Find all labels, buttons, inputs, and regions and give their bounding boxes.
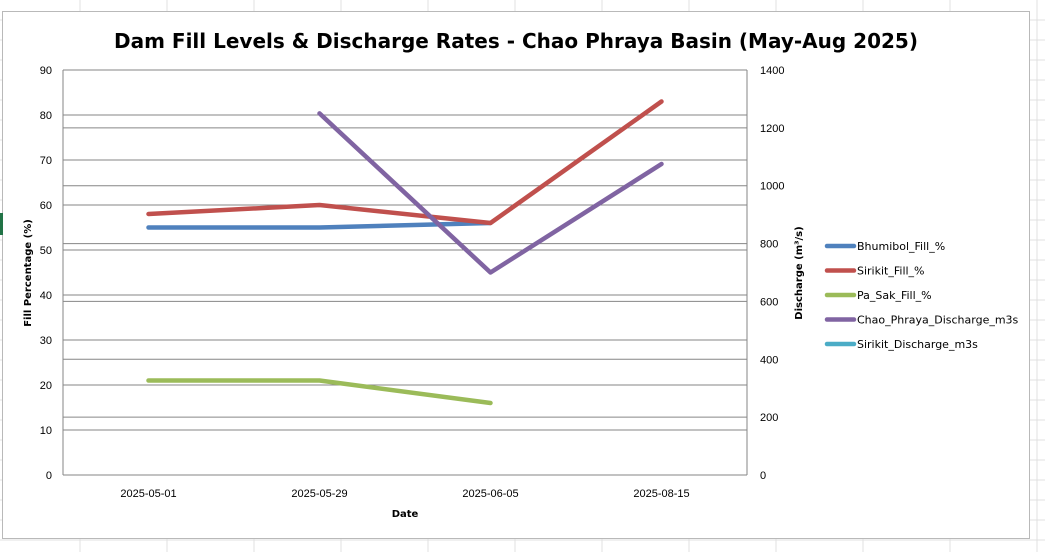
tick-labels: 0 10 20 30 40 50 60 70 80 90 0 200 400 600 800 1000 1200… [40,65,785,500]
y-tick-label: 70 [40,155,52,167]
y2-tick-label: 400 [760,354,778,366]
y2-tick-label: 1400 [760,65,784,77]
y2-tick-label: 1200 [760,123,784,135]
y2-tick-label: 800 [760,239,778,251]
legend-label: Sirikit_Discharge_m3s [857,338,978,351]
legend-label: Chao_Phraya_Discharge_m3s [857,314,1019,327]
x-tick-label: 2025-06-05 [462,488,518,500]
x-tick-label: 2025-05-01 [120,488,176,500]
y-axis-title: Fill Percentage (%) [23,219,34,327]
legend-label: Sirikit_Fill_% [857,265,925,278]
legend-label: Bhumibol_Fill_% [857,240,945,253]
series-line-0[interactable] [146,220,493,230]
y2-tick-label: 200 [760,412,778,424]
y2-tick-label: 0 [760,470,766,482]
series-lines [146,99,664,406]
y-tick-label: 40 [40,290,52,302]
selection-handle[interactable] [0,213,3,235]
x-axis-title: Date [392,509,419,520]
chart-area[interactable] [2,11,1030,539]
y-tick-label: 10 [40,425,52,437]
y2-axis-title: Discharge (m³/s) [794,226,805,319]
series-line-3[interactable] [317,111,664,275]
legend-label: Pa_Sak_Fill_% [857,289,932,302]
y2-tick-label: 600 [760,296,778,308]
series-line-2[interactable] [146,378,493,406]
y-tick-label: 30 [40,335,52,347]
chart-title: Dam Fill Levels & Discharge Rates - Chao… [114,29,918,53]
y-tick-label: 50 [40,245,52,257]
gridlines [63,69,747,476]
x-tick-label: 2025-08-15 [633,488,689,500]
y2-tick-label: 1000 [760,181,784,193]
axes [62,70,748,476]
legend[interactable]: Bhumibol_Fill_% Sirikit_Fill_% Pa_Sak_Fill… [824,240,1019,351]
series-line-1[interactable] [146,99,664,226]
y-tick-label: 20 [40,380,52,392]
y-tick-label: 60 [40,200,52,212]
y-tick-label: 0 [46,470,52,482]
y-tick-label: 80 [40,110,52,122]
y-tick-label: 90 [40,65,52,77]
x-tick-label: 2025-05-29 [291,488,347,500]
